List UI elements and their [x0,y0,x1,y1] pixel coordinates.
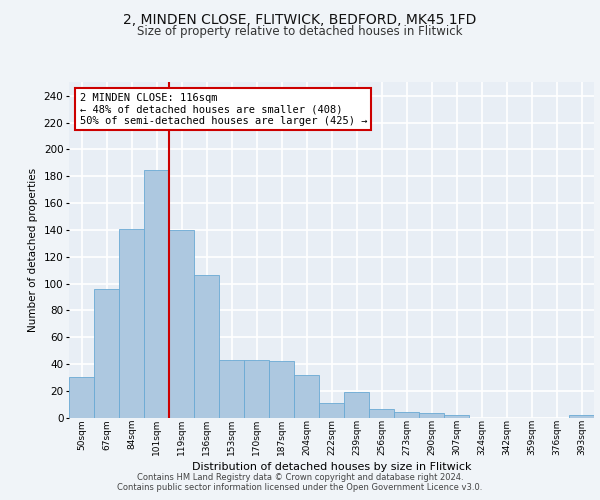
Bar [144,170,169,418]
Bar [169,230,194,418]
Text: Size of property relative to detached houses in Flitwick: Size of property relative to detached ho… [137,25,463,38]
Bar [194,276,219,418]
Bar [394,412,419,418]
Y-axis label: Number of detached properties: Number of detached properties [28,168,38,332]
Bar [269,361,294,418]
Bar [569,415,594,418]
Bar [94,289,119,418]
Bar [119,228,144,418]
Bar [369,410,394,418]
Bar [294,374,319,418]
Bar [69,378,94,418]
Text: 2, MINDEN CLOSE, FLITWICK, BEDFORD, MK45 1FD: 2, MINDEN CLOSE, FLITWICK, BEDFORD, MK45… [124,12,476,26]
Bar [444,415,469,418]
Bar [419,414,444,418]
Text: Contains HM Land Registry data © Crown copyright and database right 2024.
Contai: Contains HM Land Registry data © Crown c… [118,473,482,492]
Text: 2 MINDEN CLOSE: 116sqm
← 48% of detached houses are smaller (408)
50% of semi-de: 2 MINDEN CLOSE: 116sqm ← 48% of detached… [79,92,367,126]
X-axis label: Distribution of detached houses by size in Flitwick: Distribution of detached houses by size … [192,462,471,472]
Bar [344,392,369,417]
Bar [219,360,244,418]
Bar [319,403,344,417]
Bar [244,360,269,418]
